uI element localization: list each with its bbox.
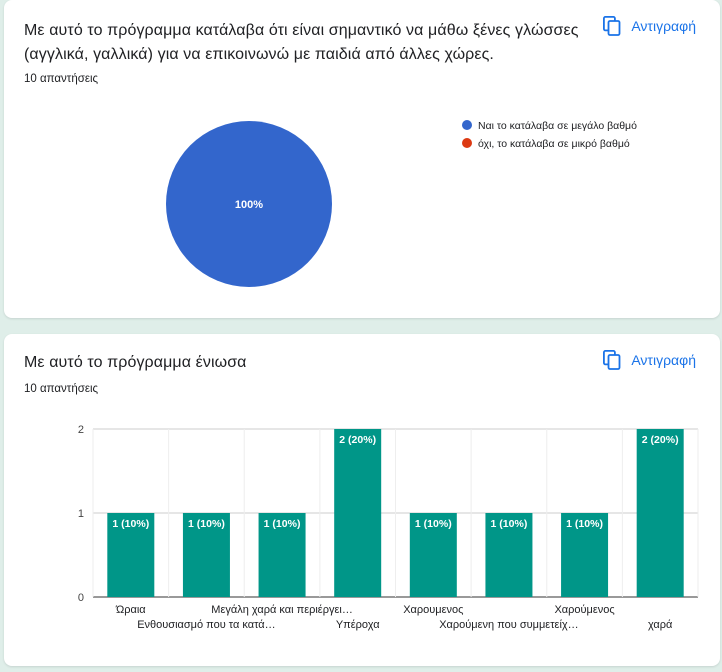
response-count: 10 απαντήσεις <box>24 383 99 395</box>
y-tick-label: 1 <box>78 508 84 520</box>
x-tick-label: Μεγάλη χαρά και περιέργει… <box>211 604 353 616</box>
x-tick-label: Χαρουμενος <box>403 604 463 616</box>
question-title: Με αυτό το πρόγραμμα ένιωσα <box>24 354 247 371</box>
bar-data-label: 1 (10%) <box>566 518 603 530</box>
bar <box>258 513 306 597</box>
question-card-1: Με αυτό το πρόγραμμα κατάλαβα ότι είναι … <box>4 0 720 318</box>
y-tick-label: 0 <box>78 592 84 604</box>
bar-data-label: 2 (20%) <box>642 434 679 446</box>
copy-button[interactable]: Αντιγραφή <box>603 16 696 36</box>
bar-data-label: 2 (20%) <box>339 434 376 446</box>
bar-data-label: 1 (10%) <box>415 518 452 530</box>
copy-label: Αντιγραφή <box>631 18 696 34</box>
question-title: Με αυτό το πρόγραμμα κατάλαβα ότι είναι … <box>24 22 579 63</box>
legend-label: Ναι το κατάλαβα σε μεγάλο βαθμό <box>478 120 637 132</box>
copy-button[interactable]: Αντιγραφή <box>603 350 696 370</box>
bar <box>182 513 230 597</box>
bar-data-label: 1 (10%) <box>188 518 225 530</box>
bar <box>409 513 457 597</box>
bar <box>107 513 155 597</box>
response-count: 10 απαντήσεις <box>24 73 99 85</box>
legend-marker <box>462 138 472 148</box>
bar <box>485 513 533 597</box>
pie-slice-label: 100% <box>235 199 263 211</box>
x-tick-label: Ενθουσιασμό που τα κατά… <box>137 619 275 631</box>
bar <box>334 429 382 597</box>
copy-label: Αντιγραφή <box>631 352 696 368</box>
question-card-2: Με αυτό το πρόγραμμα ένιωσα Αντιγραφή 10… <box>4 334 720 666</box>
x-tick-label: χαρά <box>648 619 673 631</box>
x-tick-label: Ώραια <box>115 604 146 616</box>
copy-icon <box>603 16 621 36</box>
y-tick-label: 2 <box>78 424 84 436</box>
legend-marker <box>462 120 472 130</box>
legend-label: όχι, το κατάλαβα σε μικρό βαθμό <box>478 138 630 150</box>
bar-chart: 0 1 2 1 (10%) Ώραια 1 (10%) Ενθουσιασμό που τα… <box>78 424 699 631</box>
bar-data-label: 1 (10%) <box>112 518 149 530</box>
bar <box>636 429 684 597</box>
x-tick-label: Χαρούμενη που συμμετείχ… <box>439 619 578 631</box>
bar-data-label: 1 (10%) <box>264 518 301 530</box>
pie-chart: 100% Ναι το κατάλαβα σε μεγάλο βαθμό όχι, … <box>166 120 637 287</box>
bar <box>561 513 609 597</box>
bar-data-label: 1 (10%) <box>491 518 528 530</box>
x-tick-label: Υπέροχα <box>336 619 380 631</box>
copy-icon <box>603 350 621 370</box>
x-tick-label: Χαρούμενος <box>554 604 614 616</box>
pie-slice <box>166 121 332 287</box>
